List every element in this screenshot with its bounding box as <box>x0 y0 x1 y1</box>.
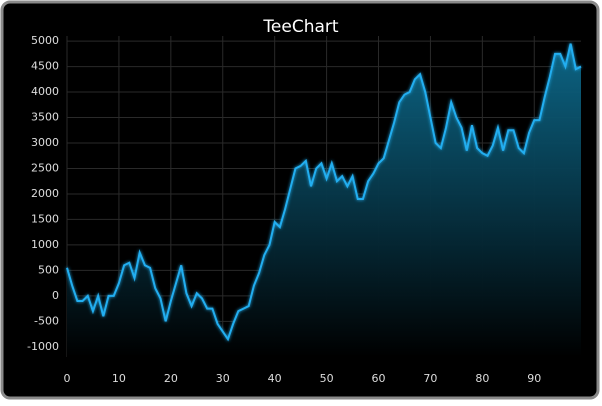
y-tick-label: 2500 <box>31 161 59 174</box>
x-tick-label: 20 <box>164 372 178 385</box>
y-tick-label: 500 <box>38 263 59 276</box>
x-tick-label: 80 <box>475 372 489 385</box>
y-tick-label: 3500 <box>31 111 59 124</box>
x-tick-label: 60 <box>372 372 386 385</box>
y-tick-label: 5000 <box>31 34 59 47</box>
y-tick-label: 1000 <box>31 238 59 251</box>
y-tick-label: 3000 <box>31 136 59 149</box>
x-tick-label: 70 <box>423 372 437 385</box>
x-tick-label: 90 <box>527 372 541 385</box>
area-fill <box>67 43 581 358</box>
y-tick-label: -1000 <box>27 340 59 353</box>
area-line <box>66 43 582 342</box>
y-tick-label: 4500 <box>31 60 59 73</box>
y-tick-label: -500 <box>34 314 59 327</box>
x-tick-label: 0 <box>64 372 71 385</box>
chart-title: TeeChart <box>262 17 338 37</box>
y-tick-label: 1500 <box>31 212 59 225</box>
x-tick-label: 30 <box>216 372 230 385</box>
x-tick-label: 10 <box>112 372 126 385</box>
y-tick-label: 2000 <box>31 187 59 200</box>
y-tick-label: 0 <box>52 289 59 302</box>
y-tick-label: 4000 <box>31 85 59 98</box>
x-tick-label: 40 <box>268 372 282 385</box>
x-tick-label: 50 <box>320 372 334 385</box>
